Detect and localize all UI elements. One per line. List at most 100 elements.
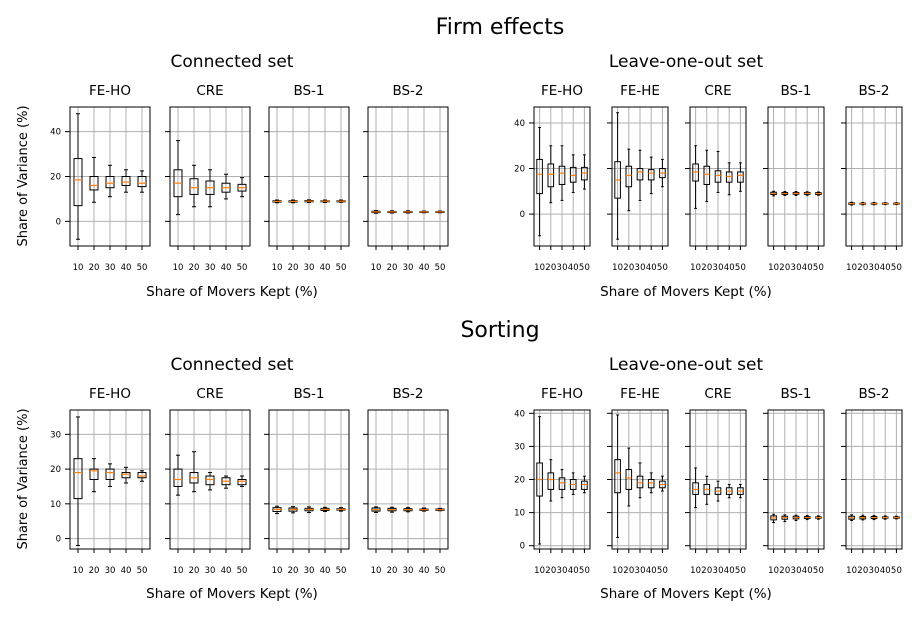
box-iqr: [547, 472, 555, 490]
y-tick-label: 0: [520, 210, 525, 220]
box-50: [435, 507, 445, 512]
x-tick-label: 10: [690, 566, 701, 576]
box-30: [558, 145, 566, 201]
box-iqr: [137, 176, 147, 188]
x-tick-label: 10: [173, 566, 184, 576]
box-20: [189, 164, 199, 208]
x-tick-label: 40: [802, 263, 813, 273]
x-tick-label: 40: [320, 566, 331, 576]
box-50: [336, 507, 346, 512]
panel-bs-2: BS-2 10 20 30 40 50: [841, 386, 903, 576]
x-tick-label: 30: [635, 263, 646, 273]
x-tick-label: 20: [89, 263, 100, 273]
box-40: [419, 507, 429, 512]
panel-title: CRE: [704, 386, 731, 402]
panel-title: FE-HO: [541, 386, 583, 402]
box-30: [105, 164, 115, 198]
x-tick-label: 10: [173, 263, 184, 273]
box-20: [89, 156, 99, 203]
box-40: [803, 191, 811, 196]
y-tick-label: 20: [514, 165, 525, 175]
box-iqr: [647, 479, 655, 489]
x-tick-label: 10: [73, 566, 84, 576]
x-tick-label: 40: [320, 263, 331, 273]
y-tick-label: 10: [50, 500, 61, 510]
x-tick-label: 20: [701, 263, 712, 273]
x-tick-label: 20: [623, 566, 634, 576]
box-50: [237, 177, 247, 198]
box-iqr: [636, 475, 644, 489]
x-tick-label: 20: [545, 566, 556, 576]
x-tick-label: 20: [779, 566, 790, 576]
box-20: [189, 451, 199, 493]
x-tick-label: 20: [701, 566, 712, 576]
box-10: [272, 199, 282, 204]
box-10: [770, 190, 777, 197]
box-30: [105, 463, 115, 487]
panel-frame: [845, 106, 903, 247]
y-tick-label: 0: [56, 217, 61, 227]
box-40: [221, 475, 231, 489]
box-50: [659, 158, 666, 188]
box-50: [581, 475, 588, 494]
box-iqr: [625, 165, 633, 188]
y-tick-label: 20: [50, 465, 61, 475]
y-axis-label-top: Share of Variance (%): [16, 105, 31, 246]
box-20: [387, 210, 397, 214]
panel-frame: [69, 106, 151, 247]
box-40: [725, 483, 733, 499]
box-40: [121, 169, 131, 193]
panel-frame: [169, 106, 251, 247]
panel-title: FE-HO: [89, 386, 131, 402]
box-20: [89, 458, 99, 493]
box-40: [320, 199, 330, 204]
box-50: [737, 162, 744, 192]
box-iqr: [137, 472, 147, 479]
box-iqr: [647, 169, 655, 181]
y-tick-label: 30: [514, 442, 525, 452]
panel-frame: [689, 106, 747, 247]
panel-frame: [611, 106, 669, 247]
x-tick-label: 50: [735, 566, 746, 576]
x-tick-label: 30: [635, 566, 646, 576]
box-40: [647, 156, 655, 195]
box-40: [221, 173, 231, 200]
box-10: [272, 505, 282, 515]
box-10: [371, 210, 381, 214]
panel-cre: CRE 10 20 30 40 50: [685, 386, 747, 576]
panel-bs-1: BS-1 10 20 30 40 50: [763, 386, 825, 576]
box-10: [848, 514, 855, 522]
y-tick-label: 20: [50, 173, 61, 183]
section-title-sorting: Sorting: [460, 318, 539, 343]
box-50: [815, 515, 822, 520]
x-tick-label: 10: [371, 566, 382, 576]
x-tick-label: 10: [846, 566, 857, 576]
x-tick-label: 20: [288, 263, 299, 273]
box-30: [636, 149, 644, 201]
box-10: [173, 454, 183, 496]
x-tick-label: 30: [403, 566, 414, 576]
panel-title: CRE: [196, 83, 223, 99]
x-tick-label: 50: [237, 566, 248, 576]
y-tick-label: 30: [50, 430, 61, 440]
panel-frame: [268, 106, 350, 247]
box-30: [403, 210, 413, 214]
panel-fe-he: FE-HE 10 20 30 40 50: [607, 386, 669, 576]
x-tick-label: 50: [813, 263, 824, 273]
x-tick-label: 50: [137, 263, 148, 273]
group-label-loo-top: Leave-one-out set: [609, 52, 764, 72]
box-30: [304, 199, 314, 204]
box-30: [205, 472, 215, 491]
box-30: [870, 515, 878, 521]
box-10: [73, 416, 83, 547]
x-tick-label: 20: [189, 566, 200, 576]
box-30: [792, 514, 800, 522]
box-50: [737, 483, 744, 499]
x-tick-label: 50: [336, 566, 347, 576]
box-10: [770, 513, 777, 524]
x-tick-label: 30: [557, 566, 568, 576]
box-20: [625, 447, 633, 507]
box-40: [569, 154, 577, 193]
box-iqr: [73, 458, 83, 500]
